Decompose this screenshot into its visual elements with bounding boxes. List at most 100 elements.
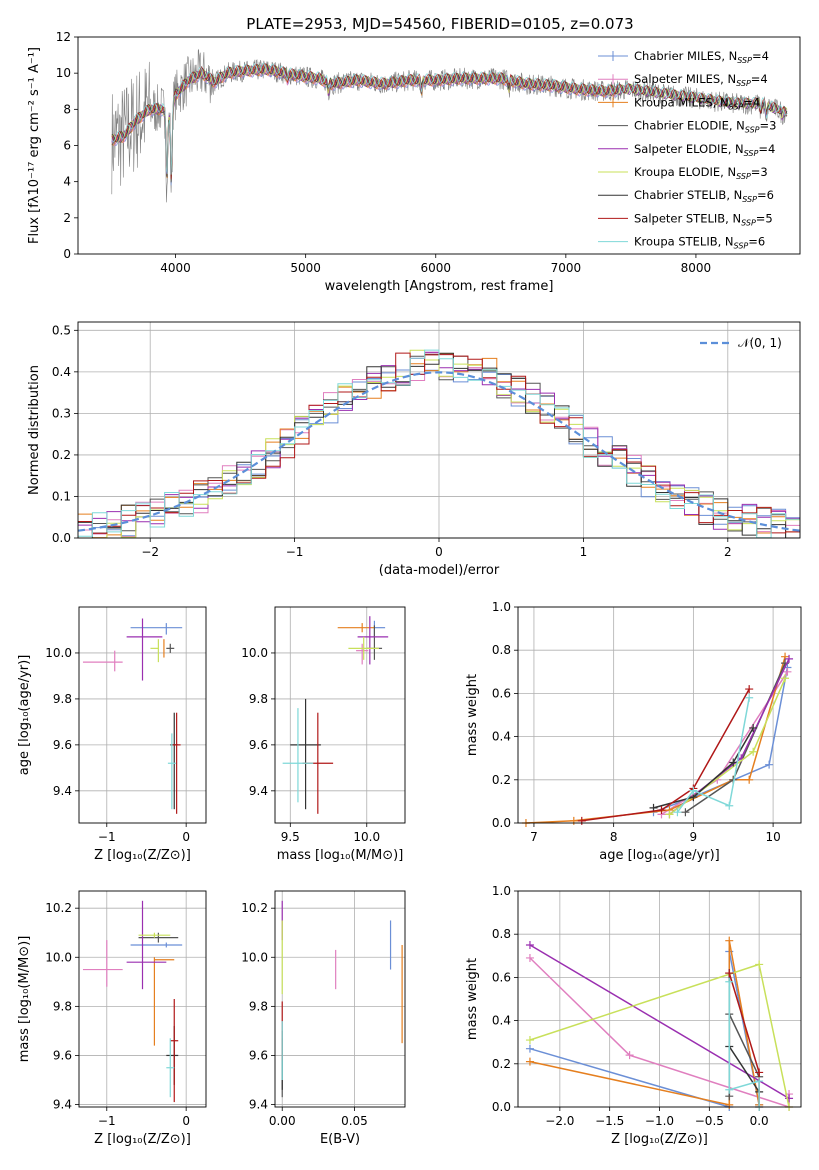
legend-label: Chabrier STELIB, NSSP=6 bbox=[634, 188, 774, 204]
y-axis-label: mass weight bbox=[465, 958, 480, 1040]
legend-label: 𝒩(0, 1) bbox=[738, 336, 782, 350]
y-tick-label: 0.5 bbox=[52, 323, 71, 337]
weight-marker bbox=[725, 1100, 734, 1109]
y-tick-label: 10.0 bbox=[241, 646, 268, 660]
x-tick-label: 4000 bbox=[160, 261, 191, 275]
weight-marker bbox=[783, 667, 792, 676]
x-tick-label: 9 bbox=[690, 830, 698, 844]
x-tick-label: −1.0 bbox=[645, 1114, 674, 1128]
x-tick-label: −1 bbox=[286, 545, 304, 559]
x-axis-label: wavelength [Angstrom, rest frame] bbox=[325, 279, 554, 294]
histogram-plot bbox=[78, 349, 800, 538]
axes-frame bbox=[274, 606, 406, 824]
y-tick-label: 1.0 bbox=[492, 600, 511, 614]
y-tick-label: 10.0 bbox=[241, 950, 268, 964]
y-tick-label: 0.4 bbox=[492, 1014, 511, 1028]
model-spectrum bbox=[111, 65, 618, 179]
y-tick-label: 9.4 bbox=[249, 1098, 268, 1112]
histogram-series bbox=[78, 349, 800, 538]
axes-frame bbox=[78, 890, 207, 1108]
x-tick-label: 10 bbox=[765, 830, 780, 844]
weight-marker bbox=[781, 674, 790, 683]
weight-marker bbox=[569, 816, 578, 825]
weight-marker bbox=[725, 977, 734, 986]
y-tick-label: 10.0 bbox=[45, 646, 72, 660]
spectrum-legend: Chabrier MILES, NSSP=4 Salpeter MILES, NS… bbox=[598, 49, 776, 251]
y-tick-label: 0.8 bbox=[492, 643, 511, 657]
y-tick-label: 9.6 bbox=[249, 1048, 268, 1062]
age-vs-Z-axes: −1 0 9.4 9.6 9.8 10.0 Z [log₁₀(Z/Z⊙)] age [log₁… bbox=[17, 606, 207, 863]
y-tick-label: 9.6 bbox=[53, 738, 72, 752]
weight-vs-age-axes: 7 8 9 10 0.0 0.2 0.4 0.6 0.8 1.0 age [log₁₀(age/yr… bbox=[465, 600, 802, 863]
x-tick-label: −1 bbox=[98, 830, 116, 844]
model-spectrum bbox=[111, 62, 788, 175]
weight-marker bbox=[729, 758, 738, 767]
y-tick-label: 9.8 bbox=[249, 999, 268, 1013]
weight-marker bbox=[657, 806, 666, 815]
weight-line bbox=[728, 972, 760, 1107]
axes-frame bbox=[77, 36, 801, 255]
histogram-series bbox=[78, 349, 800, 538]
x-tick-label: 0.00 bbox=[269, 1114, 296, 1128]
y-tick-label: 9.6 bbox=[53, 1048, 72, 1062]
weight-marker bbox=[749, 723, 758, 732]
axes-frame bbox=[274, 890, 406, 1108]
x-tick-label: 10.0 bbox=[353, 830, 380, 844]
x-tick-label: 0 bbox=[435, 545, 443, 559]
x-tick-label: 0.05 bbox=[341, 1114, 368, 1128]
x-tick-label: 5000 bbox=[290, 261, 321, 275]
x-tick-label: 7000 bbox=[551, 261, 582, 275]
weight-marker bbox=[725, 1085, 734, 1094]
weight-marker bbox=[755, 960, 764, 969]
weight-marker bbox=[725, 801, 734, 810]
weight-marker bbox=[525, 1036, 534, 1045]
residuals-legend: 𝒩(0, 1) bbox=[700, 336, 782, 350]
y-tick-label: 8 bbox=[63, 102, 71, 116]
y-tick-label: 10.2 bbox=[241, 901, 268, 915]
x-tick-label: 2 bbox=[724, 545, 732, 559]
x-tick-label: 8000 bbox=[681, 261, 712, 275]
legend-label: Salpeter STELIB, NSSP=5 bbox=[634, 211, 773, 227]
y-tick-label: 9.8 bbox=[53, 999, 72, 1013]
weight-marker bbox=[725, 969, 734, 978]
y-tick-label: 10.0 bbox=[45, 950, 72, 964]
y-tick-label: 0.3 bbox=[52, 406, 71, 420]
y-tick-label: 0.2 bbox=[492, 1057, 511, 1071]
weight-marker bbox=[689, 786, 698, 795]
weight-marker bbox=[681, 808, 690, 817]
y-tick-label: 0.0 bbox=[492, 1100, 511, 1114]
y-tick-label: 2 bbox=[63, 211, 71, 225]
axes-frame bbox=[77, 321, 801, 539]
y-axis-label: Normed distribution bbox=[27, 365, 42, 495]
y-tick-label: 0.1 bbox=[52, 489, 71, 503]
y-axis-label: mass [log₁₀(M/M⊙)] bbox=[17, 936, 32, 1063]
weight-line bbox=[676, 697, 750, 813]
y-tick-label: 0.4 bbox=[492, 730, 511, 744]
weight-marker bbox=[745, 693, 754, 702]
weight-marker bbox=[525, 953, 534, 962]
weight-marker bbox=[673, 808, 682, 817]
x-tick-label: −0.5 bbox=[695, 1114, 724, 1128]
x-tick-label: 7 bbox=[530, 830, 538, 844]
x-tick-label: 0.0 bbox=[750, 1114, 769, 1128]
weight-marker bbox=[525, 1044, 534, 1053]
x-tick-label: 0 bbox=[182, 830, 190, 844]
weight-marker bbox=[745, 685, 754, 694]
y-tick-label: 0.8 bbox=[492, 927, 511, 941]
x-axis-label: Z [log₁₀(Z/Z⊙)] bbox=[94, 1132, 191, 1147]
x-tick-label: 9.5 bbox=[281, 830, 300, 844]
y-tick-label: 9.6 bbox=[249, 738, 268, 752]
y-tick-label: 0.4 bbox=[52, 365, 71, 379]
y-tick-label: 9.8 bbox=[249, 692, 268, 706]
weight-line bbox=[728, 973, 760, 1093]
weight-marker bbox=[665, 810, 674, 819]
x-axis-label: Z [log₁₀(Z/Z⊙)] bbox=[611, 1132, 708, 1147]
weight-line bbox=[728, 981, 760, 1107]
x-tick-label: −2.0 bbox=[545, 1114, 574, 1128]
weight-marker bbox=[745, 775, 754, 784]
weight-line bbox=[525, 656, 786, 824]
axes-frame bbox=[78, 606, 207, 824]
legend-label: Kroupa STELIB, NSSP=6 bbox=[634, 235, 765, 251]
y-tick-label: 9.8 bbox=[53, 692, 72, 706]
